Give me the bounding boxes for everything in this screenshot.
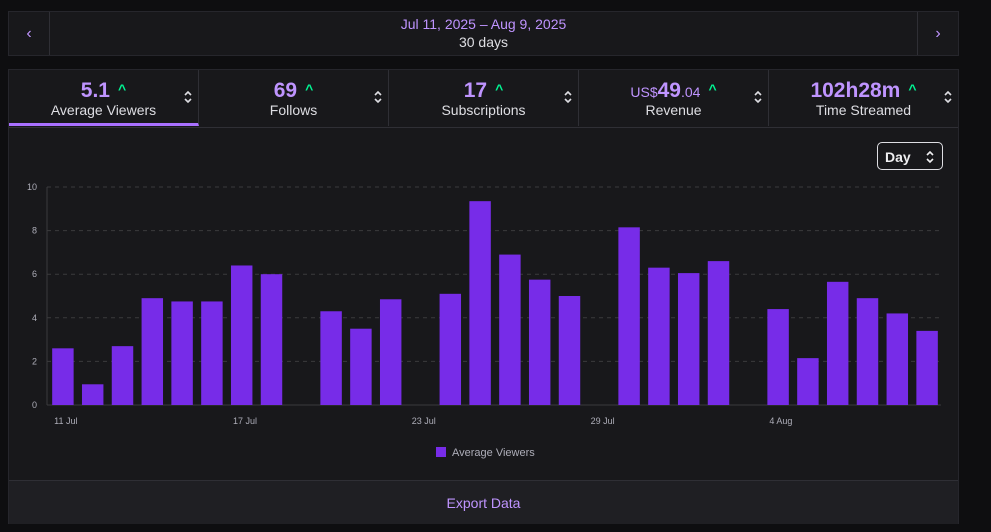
sort-icon [754,90,762,104]
metric-tabs: 5.1 ^ Average Viewers 69 ^ Follows 17 ^ Sub… [9,70,958,128]
tab-revenue[interactable]: US$49.04 ^ Revenue [579,70,769,126]
chart-bar[interactable] [201,301,223,405]
chart-bar[interactable] [499,254,521,405]
trend-up-icon: ^ [708,81,717,97]
tab-label: Average Viewers [50,102,157,118]
y-tick-label: 10 [27,182,37,192]
chart-bar[interactable] [171,301,193,405]
x-tick-label: 11 Jul [54,416,77,426]
chart-bar[interactable] [379,299,402,405]
chart-bar[interactable] [767,309,789,405]
x-tick-label: 23 Jul [412,416,436,426]
chevron-left-icon: ‹ [26,24,32,42]
y-tick-label: 2 [32,356,37,366]
date-range-label: Jul 11, 2025 – Aug 9, 2025 [400,16,567,32]
sort-icon [926,150,934,164]
chart-bar[interactable] [797,358,819,405]
export-data-button[interactable]: Export Data [9,480,958,524]
sort-icon [374,90,382,104]
next-period-button[interactable]: › [917,12,958,55]
y-tick-label: 4 [32,313,37,323]
chart-bar[interactable] [886,313,909,405]
chart-bar[interactable] [81,384,104,405]
trend-up-icon: ^ [118,81,127,97]
analytics-panel: 5.1 ^ Average Viewers 69 ^ Follows 17 ^ Sub… [8,69,959,524]
chart-bar[interactable] [439,293,462,405]
chart-bar[interactable] [320,311,342,405]
chart-bar[interactable] [111,346,134,405]
chart-bar[interactable] [528,279,551,405]
chart-bar[interactable] [350,328,372,405]
chart-bar[interactable] [260,274,283,405]
tab-average-viewers[interactable]: 5.1 ^ Average Viewers [9,70,199,126]
page-scrollbar[interactable] [971,0,991,532]
tab-value: 69 [273,79,298,102]
y-tick-label: 0 [32,400,37,410]
chart-bar[interactable] [618,227,640,405]
tab-label: Revenue [645,102,702,118]
legend-label: Average Viewers [452,447,535,459]
date-range-bar: ‹ Jul 11, 2025 – Aug 9, 2025 30 days › [8,11,959,56]
chart-bar[interactable] [558,296,581,405]
legend-swatch [436,447,446,457]
previous-period-button[interactable]: ‹ [9,12,50,55]
average-viewers-chart: 0 2 4 6 8 10 11 Jul 17 Jul 23 Jul 29 Jul 4 Aug Aver… [27,182,941,459]
chart-bar[interactable] [916,330,938,405]
y-tick-label: 6 [32,269,37,279]
trend-up-icon: ^ [305,81,314,97]
chart-bar[interactable] [469,201,491,405]
chart-bar[interactable] [677,273,700,405]
chevron-right-icon: › [935,24,941,42]
granularity-value: Day [885,149,911,165]
tab-value: 49 [657,79,681,102]
x-tick-label: 29 Jul [591,416,615,426]
sort-icon [184,90,192,104]
x-tick-label: 4 Aug [769,416,792,426]
tab-value: 17 [463,79,488,102]
chart-bar[interactable] [230,265,253,405]
chart-bar[interactable] [826,281,849,405]
granularity-select[interactable]: Day [877,142,943,170]
date-duration-label: 30 days [458,34,509,50]
tab-label: Subscriptions [441,102,526,118]
x-tick-label: 17 Jul [233,416,257,426]
tab-value: 102h28m [810,79,901,102]
tab-label: Time Streamed [815,102,912,118]
tab-subscriptions[interactable]: 17 ^ Subscriptions [389,70,579,126]
sort-icon [564,90,572,104]
trend-up-icon: ^ [908,81,917,97]
cents-suffix: .04 [680,84,701,100]
chart-bar[interactable] [648,267,670,405]
sort-icon [944,90,952,104]
y-tick-label: 8 [32,226,37,236]
tab-label: Follows [269,102,318,118]
tab-time-streamed[interactable]: 102h28m ^ Time Streamed [769,70,958,126]
chart-bar[interactable] [52,348,74,405]
chart-bar[interactable] [141,298,164,405]
chart-bar[interactable] [707,261,730,405]
tab-value: 5.1 [80,79,110,102]
chart-bar[interactable] [856,298,879,405]
tab-follows[interactable]: 69 ^ Follows [199,70,389,126]
trend-up-icon: ^ [495,81,504,97]
currency-prefix: US$ [630,84,658,100]
